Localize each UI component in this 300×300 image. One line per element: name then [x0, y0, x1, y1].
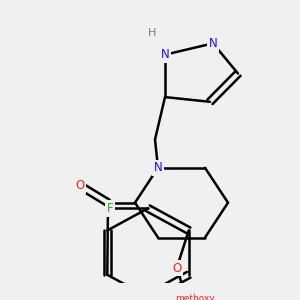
Text: O: O	[75, 179, 85, 192]
Text: F: F	[107, 202, 113, 215]
Text: H: H	[148, 28, 156, 38]
Text: N: N	[154, 161, 162, 174]
Text: N: N	[160, 48, 169, 61]
Text: O: O	[172, 262, 181, 275]
Text: N: N	[208, 37, 217, 50]
Text: methoxy: methoxy	[175, 294, 214, 300]
